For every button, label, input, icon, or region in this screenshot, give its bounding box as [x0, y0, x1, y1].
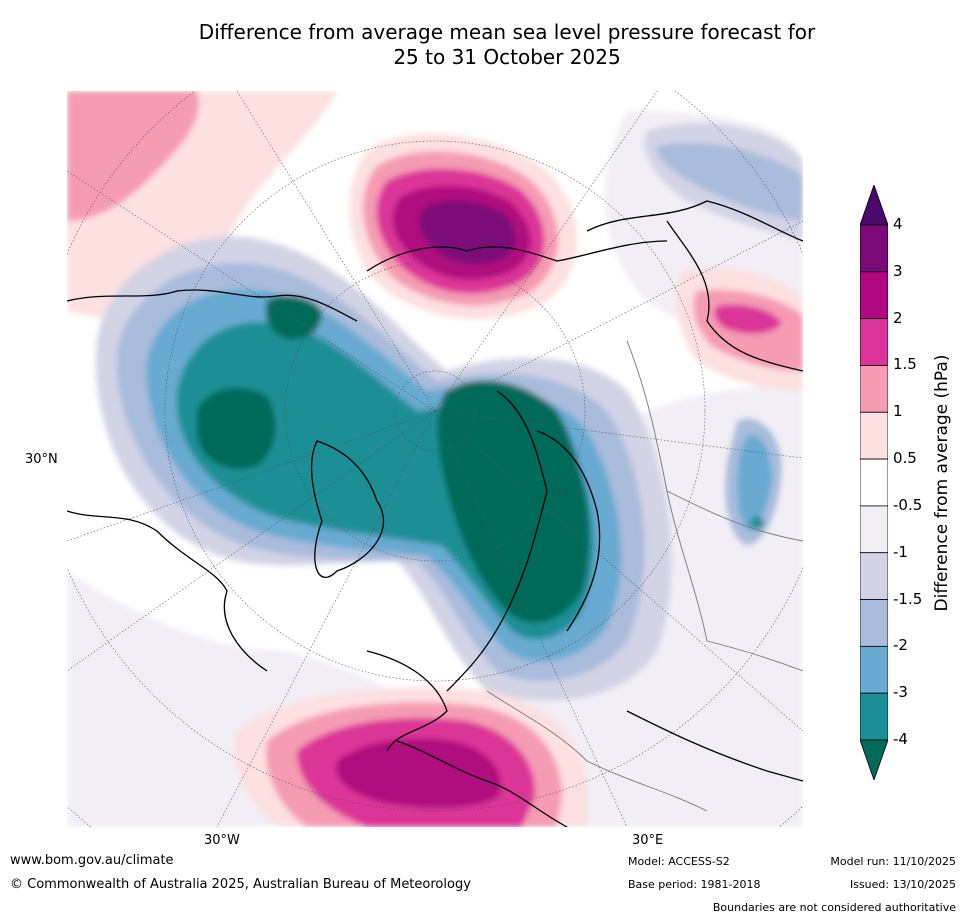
colorbar-segment — [860, 692, 888, 741]
colorbar-tick-label: -2 — [893, 636, 908, 655]
lon-label-30e: 30°E — [632, 833, 664, 848]
lon-label-30w: 30°W — [204, 833, 240, 848]
colorbar-extend-top — [860, 185, 888, 226]
title-line-2: 25 to 31 October 2025 — [393, 45, 621, 69]
colorbar-segment — [860, 411, 888, 460]
colorbar-segment — [860, 318, 888, 366]
copyright: © Commonwealth of Australia 2025, Austra… — [10, 877, 471, 892]
colorbar-tick-label: 0.5 — [893, 449, 917, 468]
colorbar-extend-bottom — [860, 739, 888, 780]
anomaly-field — [67, 91, 803, 827]
title-line-1: Difference from average mean sea level p… — [198, 20, 816, 44]
map-svg — [67, 91, 803, 827]
colorbar-tick-label: -3 — [893, 683, 908, 702]
boundary-disclaimer: Boundaries are not considered authoritat… — [712, 901, 956, 914]
colorbar-tick-label: 1.5 — [893, 355, 917, 374]
model-run: Model run: 11/10/2025 — [830, 855, 956, 868]
model-label: Model: ACCESS-S2 — [628, 855, 730, 868]
colorbar-segment — [860, 505, 888, 554]
colorbar-title: Difference from average (hPa) — [932, 354, 952, 612]
colorbar-tick-label: -1 — [893, 542, 908, 561]
colorbar-segment — [860, 365, 888, 413]
chart-title: Difference from average mean sea level p… — [0, 20, 965, 70]
website-link[interactable]: www.bom.gov.au/climate — [10, 853, 174, 868]
colorbar-segment — [860, 645, 888, 694]
issued-date: Issued: 13/10/2025 — [849, 878, 956, 891]
colorbar-tick-label: -4 — [893, 730, 908, 748]
colorbar-tick-label: 1 — [893, 402, 903, 421]
colorbar-segment — [860, 552, 888, 600]
colorbar — [860, 185, 888, 780]
colorbar-tick-label: 4 — [893, 215, 903, 233]
base-period: Base period: 1981-2018 — [628, 878, 761, 891]
graticule — [67, 91, 803, 827]
anomaly-map — [67, 91, 803, 827]
colorbar-segment — [860, 224, 888, 273]
lat-label-30n: 30°N — [25, 452, 58, 467]
colorbar-tick-label: 2 — [893, 308, 903, 327]
colorbar-segment — [860, 458, 888, 507]
colorbar-tick-label: 3 — [893, 261, 903, 280]
colorbar-tick-label: -0.5 — [893, 495, 923, 514]
colorbar-segment — [860, 599, 888, 647]
coastlines — [67, 200, 803, 827]
borders — [486, 340, 803, 812]
colorbar-tick-label: -1.5 — [893, 589, 923, 608]
colorbar-segment — [860, 271, 888, 320]
